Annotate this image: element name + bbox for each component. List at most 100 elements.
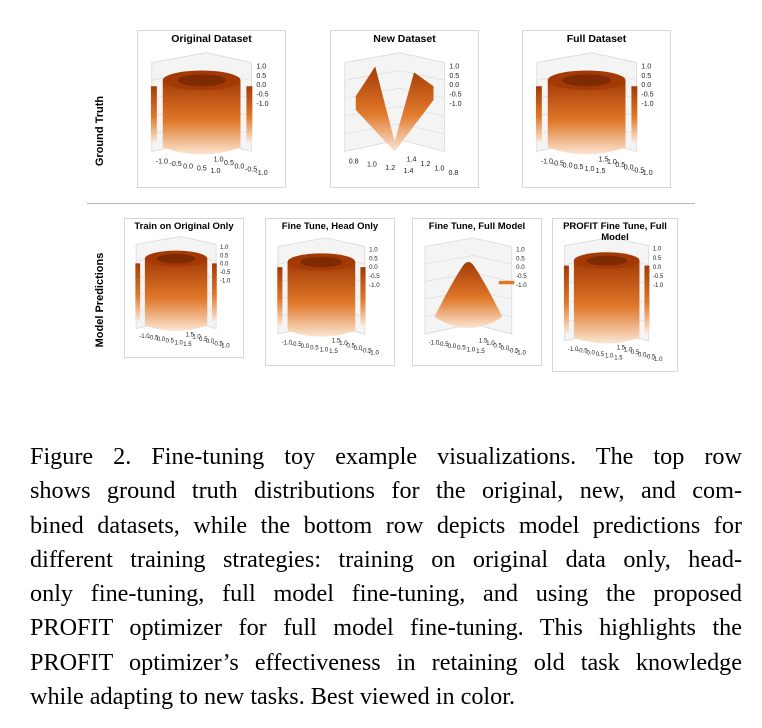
z-tick-label: -1.0 [653, 283, 664, 289]
y-tick-label: -0.5 [361, 347, 372, 354]
y-tick-label: 1.5 [479, 338, 488, 345]
panel-title: Full Dataset [566, 33, 627, 45]
x-tick-label: -1.0 [281, 339, 292, 346]
surface-plot-svg: 1.00.50.0-0.5-1.0-1.0 -0.5 0.0 0.5 1.01.0 0.5… [150, 52, 269, 177]
z-tick-label: -1.0 [220, 278, 231, 284]
y-tick-label: 1.5 [617, 345, 626, 351]
z-tick-label: -1.0 [369, 282, 380, 289]
surface-plot-svg: 1.00.50.0-0.5-1.0-1.0-0.50.0 0.5 1.0 1.51.5… [135, 236, 231, 349]
y-tick-label: 0.0 [206, 339, 215, 345]
z-tick-label: 0.5 [369, 255, 378, 262]
z-tick-label: 0.5 [641, 72, 651, 80]
z-tick-label: 0.0 [220, 262, 229, 268]
x-tick-label: -0.5 [148, 336, 159, 342]
y-tick-label: -1.0 [255, 169, 267, 177]
z-tick-label: -1.0 [516, 282, 527, 289]
y-tick-label: 1.0 [486, 340, 495, 347]
y-tick-label: 0.5 [615, 161, 625, 169]
y-tick-label: -0.5 [645, 355, 656, 361]
surface-plot-svg: 1.00.50.0-0.5-1.0-1.0-0.50.0 0.5 1.0 1.51.5… [563, 236, 664, 363]
z-tick-label: 1.0 [449, 62, 459, 70]
x-tick-label: -1.0 [568, 347, 579, 353]
panel-train-original-only: 1.0 0.5 0.0 -0.5 -1.0 -1.0 -0.5 0.0 0.5 1.0 1.5 1.5… [124, 218, 244, 358]
x-tick-label: 1.0 [174, 340, 183, 346]
surface-mesh [150, 70, 253, 155]
panel-title: Train on Original Only [134, 221, 234, 232]
surface-plot-svg: 1.00.50.0-0.5-1.00.8 1.0 1.2 1.41.41.21.00.… [344, 52, 462, 177]
caption-line: shows ground truth distributions for the… [30, 477, 742, 505]
z-tick-label: 1.0 [369, 247, 378, 254]
x-tick-label: 0.5 [197, 165, 207, 173]
panel-fine-tune-head-only: 1.0 0.5 0.0 -0.5 -1.0 -1.0 -0.5 0.0 0.5 1.0 1.5 1.5… [265, 218, 395, 366]
y-tick-label: 1.0 [607, 158, 617, 166]
panel-original-dataset: 1.0 0.5 0.0 -0.5 -1.0 -1.0 -0.5 0.0 0.5 1.0 1.0 0.5… [137, 30, 286, 188]
panel-fine-tune-full-model: 1.0 0.5 0.0 -0.5 -1.0 -1.0 -0.5 0.0 0.5 1.0 1.5 1.5… [412, 218, 542, 366]
caption-line: different training strategies: training … [30, 545, 742, 573]
z-tick-label: 1.0 [516, 247, 525, 254]
x-tick-label: -1.0 [428, 339, 439, 346]
x-tick-label: 1.5 [183, 342, 192, 348]
y-tick-label: 0.5 [224, 159, 234, 167]
z-tick-label: 0.5 [516, 255, 525, 262]
z-tick-label: -0.5 [256, 91, 268, 99]
x-tick-label: 1.0 [367, 161, 377, 169]
panel-title: New Dataset [373, 33, 436, 45]
y-tick-label: -1.0 [368, 350, 379, 357]
y-tick-label: 1.0 [624, 348, 633, 354]
panel-full-dataset: 1.0 0.5 0.0 -0.5 -1.0 -1.0 -0.5 0.0 0.5 1.0 1.5 1.5… [522, 30, 671, 188]
x-tick-label: 0.0 [448, 343, 457, 350]
x-tick-label: -0.5 [169, 160, 181, 168]
surface-plot-svg: 1.00.50.0-0.5-1.0-1.0-0.50.0 0.5 1.0 1.51.5… [424, 237, 527, 357]
z-tick-label: 0.5 [653, 256, 662, 262]
z-tick-label: -0.5 [449, 91, 461, 99]
y-tick-label: 1.0 [339, 340, 348, 347]
x-tick-label: 1.0 [211, 167, 221, 175]
surface-mesh [277, 253, 366, 337]
y-tick-label: 1.0 [192, 335, 201, 341]
x-tick-label: 1.5 [596, 167, 606, 175]
caption-line: only fine-tuning, full model fine-tuning… [30, 580, 742, 608]
y-tick-label: -1.0 [515, 350, 526, 357]
x-tick-label: 1.0 [467, 346, 476, 353]
z-tick-label: -0.5 [653, 274, 664, 280]
z-tick-label: 0.0 [369, 264, 378, 271]
x-tick-label: 1.5 [476, 348, 485, 355]
x-tick-label: -1.0 [139, 334, 150, 340]
x-tick-label: 1.5 [329, 348, 338, 355]
x-tick-label: 0.5 [166, 339, 175, 345]
y-tick-label: -0.5 [508, 347, 519, 354]
panel-title: Fine Tune, Full Model [428, 221, 526, 232]
row-label-model-predictions: Model Predictions [94, 252, 106, 348]
y-tick-label: 1.4 [407, 155, 417, 163]
caption-line: Figure 2. Fine-tuning toy example visual… [30, 443, 742, 470]
panel-new-dataset: 1.0 0.5 0.0 -0.5 -1.0 0.8 1.0 1.2 1.4 1.4 1.2 1.0 0.… [330, 30, 479, 188]
x-tick-label: 0.0 [563, 161, 573, 169]
x-tick-label: 1.2 [385, 164, 395, 172]
y-tick-label: 0.0 [354, 345, 363, 352]
y-tick-label: 0.0 [624, 164, 634, 172]
panel-title: Original Dataset [171, 33, 252, 45]
y-tick-label: 0.5 [631, 350, 640, 356]
y-tick-label: 1.2 [421, 160, 431, 168]
surface-mesh [434, 261, 515, 329]
surface-mesh [355, 66, 434, 152]
x-tick-label: -0.5 [291, 341, 302, 348]
figure-caption: Figure 2. Fine-tuning toy example visual… [30, 440, 742, 714]
x-tick-label: 0.0 [586, 350, 595, 356]
x-tick-label: 1.0 [605, 354, 614, 360]
x-tick-label: 0.8 [349, 157, 359, 165]
z-tick-label: -0.5 [516, 273, 527, 280]
y-tick-label: 1.0 [214, 155, 224, 163]
caption-line: PROFIT optimizer’s effectiveness in reta… [30, 648, 742, 676]
z-tick-label: 1.0 [256, 62, 266, 70]
x-tick-label: -1.0 [156, 157, 168, 165]
panel-title: PROFIT Fine Tune, Full Model [563, 221, 667, 243]
z-tick-label: -0.5 [220, 270, 231, 276]
z-tick-label: 0.0 [653, 265, 662, 271]
x-tick-label: 1.5 [614, 355, 623, 361]
row-label-ground-truth: Ground Truth [94, 95, 106, 167]
panel-title: Fine Tune, Head Only [281, 221, 379, 232]
y-tick-label: -1.0 [652, 357, 663, 363]
surface-plot-svg: 1.00.50.0-0.5-1.0-1.0-0.50.0 0.5 1.0 1.51.5… [277, 237, 380, 357]
caption-line: PROFIT optimizer for full model fine-tun… [30, 614, 742, 642]
